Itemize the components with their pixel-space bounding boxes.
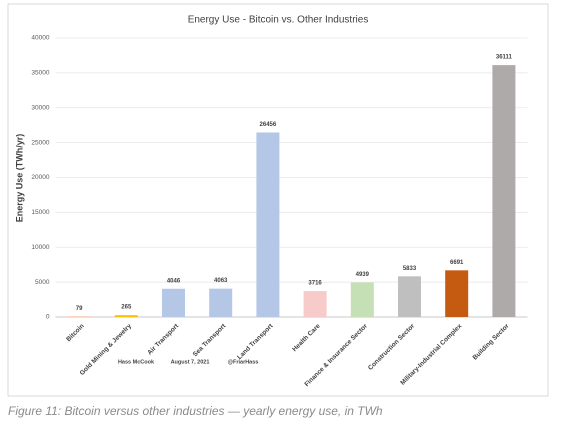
bar	[492, 65, 516, 317]
bar	[209, 288, 233, 317]
value-label: 6691	[450, 260, 464, 266]
value-label: 3716	[308, 281, 322, 287]
bar	[67, 316, 91, 317]
chart-title: Energy Use - Bitcoin vs. Other Industrie…	[188, 15, 369, 26]
value-label: 4063	[214, 278, 228, 284]
value-label: 79	[76, 306, 83, 312]
y-tick-label: 20000	[31, 174, 49, 181]
value-label: 26456	[260, 122, 277, 128]
bar	[303, 291, 327, 317]
y-tick-label: 30000	[31, 104, 49, 111]
annotation: @FriarHass	[228, 359, 259, 365]
y-tick-label: 10000	[31, 244, 49, 251]
bar	[256, 132, 280, 317]
value-label: 4939	[356, 272, 370, 278]
y-tick-label: 35000	[31, 70, 49, 77]
bar	[162, 288, 185, 317]
y-axis-label: Energy Use (TWh/yr)	[14, 134, 24, 223]
value-label: 265	[121, 305, 132, 311]
bar	[350, 282, 374, 317]
y-tick-label: 15000	[31, 209, 49, 216]
annotation: August 7, 2021	[171, 359, 210, 365]
bar	[445, 270, 469, 317]
annotation: Hass McCook	[118, 359, 155, 365]
y-tick-label: 0	[46, 314, 50, 321]
y-tick-label: 5000	[35, 279, 50, 286]
figure-caption: Figure 11: Bitcoin versus other industri…	[8, 404, 383, 418]
value-label: 36111	[496, 55, 513, 61]
bar	[114, 315, 138, 317]
y-tick-label: 25000	[31, 139, 49, 146]
bar	[398, 276, 421, 317]
y-tick-label: 40000	[31, 35, 49, 42]
value-label: 5833	[403, 266, 417, 272]
value-label: 4046	[167, 278, 181, 284]
